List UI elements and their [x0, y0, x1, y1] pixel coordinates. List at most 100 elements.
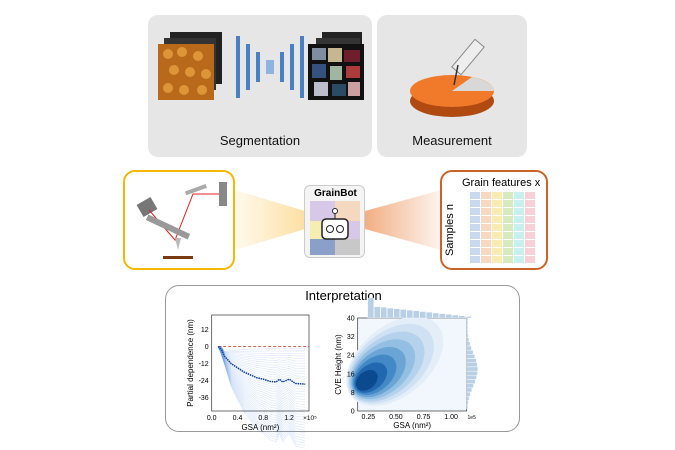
x-multiplier: ×10⁵ [303, 415, 317, 422]
marginal-histogram-bar-x [380, 307, 387, 319]
ice-curve [217, 346, 306, 416]
ice-curve [217, 346, 306, 423]
marginal-histogram-bar-y [466, 366, 478, 372]
ice-curve [217, 346, 306, 408]
grainbot-logo: GrainBot [304, 185, 365, 258]
robot-icon [310, 201, 360, 255]
feature-cell [470, 256, 480, 263]
ice-curve [217, 346, 306, 449]
marginal-histogram-bar-x [406, 310, 413, 319]
marginal-histogram-bar-x [432, 312, 439, 319]
feature-cell [514, 232, 524, 239]
measurement-illustration [410, 38, 494, 117]
y-tick-label: -12 [199, 361, 209, 368]
ice-curve [217, 346, 306, 429]
feature-cell [525, 248, 535, 255]
y-tick-label: 12 [201, 327, 209, 334]
feature-cell [514, 192, 524, 199]
feature-cell [492, 216, 502, 223]
feature-cell [514, 216, 524, 223]
ice-curve [217, 346, 306, 434]
x-tick-label: 0.50 [389, 414, 403, 421]
marginal-histogram-bar-x [445, 314, 452, 319]
feature-cell [503, 216, 513, 223]
feature-cell [492, 248, 502, 255]
x-tick-label: 0.8 [258, 415, 268, 422]
feature-cell [525, 224, 535, 231]
feature-cell [492, 192, 502, 199]
marginal-histogram-bar-y [466, 358, 477, 363]
y-tick-label: 0 [351, 409, 355, 416]
marginal-histogram-bar-x [387, 307, 394, 319]
feature-cell [514, 248, 524, 255]
feature-cell [525, 256, 535, 263]
marginal-histogram-bar-y [466, 391, 471, 397]
marginal-histogram-bar-x [458, 315, 465, 319]
marginal-histogram-bar-x [439, 313, 446, 319]
feature-cell [525, 232, 535, 239]
marginal-histogram-bar-y [466, 337, 469, 342]
pd-plot-frame [211, 314, 310, 412]
ice-curve [217, 346, 306, 431]
feature-cell [492, 256, 502, 263]
feature-cell [481, 192, 491, 199]
feature-cell [470, 200, 480, 207]
afm-instrument-card [123, 170, 235, 270]
feature-cell [481, 232, 491, 239]
grain-features-card: Grain features x Samples n [440, 170, 548, 270]
ice-curve [218, 346, 306, 354]
x-axis-label: GSA (nm²) [241, 423, 279, 432]
y-tick-label: 16 [347, 371, 355, 378]
feature-cell [503, 256, 513, 263]
feature-cell [503, 232, 513, 239]
marginal-histogram-bar-x [452, 314, 459, 319]
x-tick-label: 0.4 [233, 415, 243, 422]
feature-cell [525, 216, 535, 223]
marginal-histogram-bar-y [466, 387, 472, 393]
marginal-histogram-bar-y [466, 320, 468, 326]
marginal-histogram-bar-y [466, 371, 478, 376]
ice-curve [218, 346, 306, 372]
marginal-histogram-bar-x [413, 310, 420, 319]
marginal-histogram-bar-y [466, 379, 476, 384]
feature-cell [470, 192, 480, 199]
interpretation-title: Interpretation [305, 288, 382, 303]
mean-pd-curve [217, 345, 306, 385]
feature-cell [503, 208, 513, 215]
features-title: Grain features x [462, 177, 541, 189]
feature-cell [470, 208, 480, 215]
ice-curve [217, 346, 306, 411]
ice-curve [217, 346, 306, 393]
ice-curve [218, 345, 306, 352]
marginal-histogram-bar-y [466, 354, 475, 359]
ice-curve [218, 346, 306, 362]
ice-curve [217, 346, 306, 377]
feature-cell [492, 208, 502, 215]
feature-cell [525, 208, 535, 215]
ice-curve [218, 346, 306, 359]
feature-cell [503, 248, 513, 255]
y-tick-label: 40 [347, 316, 355, 323]
segmentation-label: Segmentation [219, 133, 301, 148]
feature-cell [525, 192, 535, 199]
feature-cell [481, 248, 491, 255]
feature-cell [481, 208, 491, 215]
marginal-histogram-bar-y [466, 345, 472, 351]
y-axis-label: CVE Height (nm) [334, 334, 343, 395]
x-axis-label: GSA (nm²) [393, 421, 431, 430]
feature-cell [514, 256, 524, 263]
ice-curve [218, 345, 306, 353]
ice-curve [218, 346, 306, 357]
y-tick-label: 0 [205, 344, 209, 351]
ice-curve [218, 346, 306, 370]
feature-cell [514, 200, 524, 207]
feature-cell [492, 240, 502, 247]
feature-cell [503, 200, 513, 207]
x-tick-label: 0.75 [417, 414, 431, 421]
ice-curve [217, 346, 306, 418]
marginal-histogram-bar-y [466, 404, 468, 409]
measurement-panel: Measurement [377, 15, 527, 157]
ice-curve [217, 346, 306, 403]
feature-cell [470, 232, 480, 239]
